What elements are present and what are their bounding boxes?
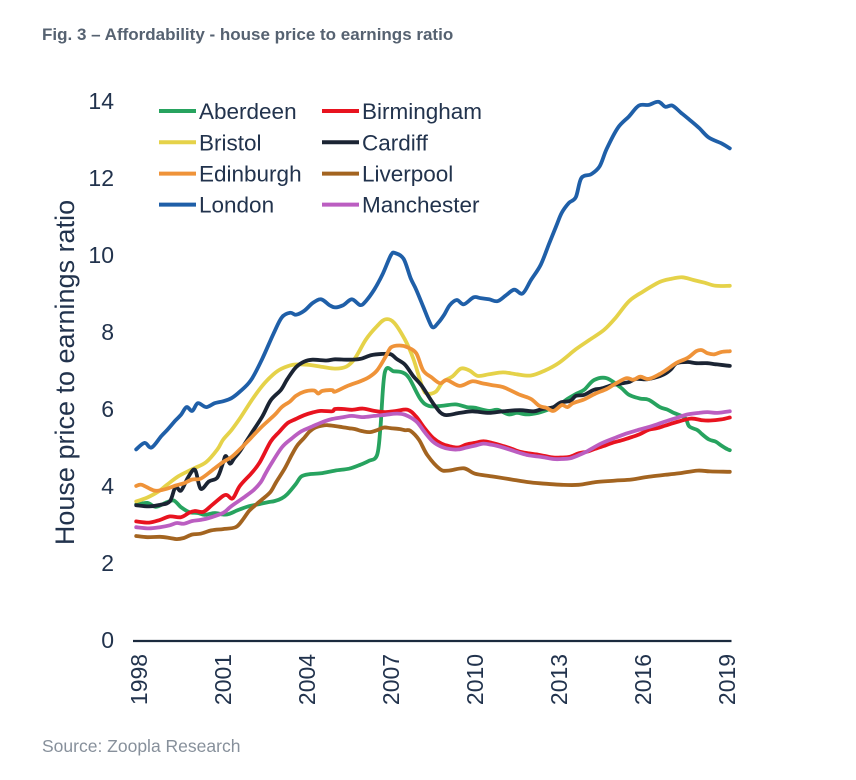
svg-text:2016: 2016 <box>630 654 656 705</box>
svg-text:2004: 2004 <box>294 654 320 705</box>
svg-text:10: 10 <box>88 242 114 268</box>
svg-text:2001: 2001 <box>210 654 236 705</box>
svg-text:London: London <box>199 193 274 218</box>
svg-text:0: 0 <box>101 627 114 653</box>
svg-text:2010: 2010 <box>462 654 488 705</box>
svg-text:House price to earnings ratio: House price to earnings ratio <box>50 200 80 545</box>
svg-text:2: 2 <box>101 550 114 576</box>
svg-text:4: 4 <box>101 473 114 499</box>
svg-text:6: 6 <box>101 396 114 422</box>
svg-text:2013: 2013 <box>546 654 572 705</box>
svg-text:2019: 2019 <box>714 654 740 705</box>
svg-text:Source: Zoopla Research: Source: Zoopla Research <box>42 736 240 756</box>
svg-text:Edinburgh: Edinburgh <box>199 162 302 187</box>
svg-text:8: 8 <box>101 319 114 345</box>
svg-text:Bristol: Bristol <box>199 130 262 155</box>
svg-text:14: 14 <box>88 88 114 114</box>
svg-text:Liverpool: Liverpool <box>362 162 453 187</box>
svg-text:Manchester: Manchester <box>362 193 480 218</box>
svg-text:12: 12 <box>88 165 114 191</box>
svg-text:1998: 1998 <box>126 654 152 705</box>
svg-text:2007: 2007 <box>378 654 404 705</box>
svg-text:Aberdeen: Aberdeen <box>199 99 297 124</box>
svg-text:Cardiff: Cardiff <box>362 130 429 155</box>
svg-text:Fig. 3 – Affordability - house: Fig. 3 – Affordability - house price to … <box>42 25 453 44</box>
svg-text:Birmingham: Birmingham <box>362 99 482 124</box>
